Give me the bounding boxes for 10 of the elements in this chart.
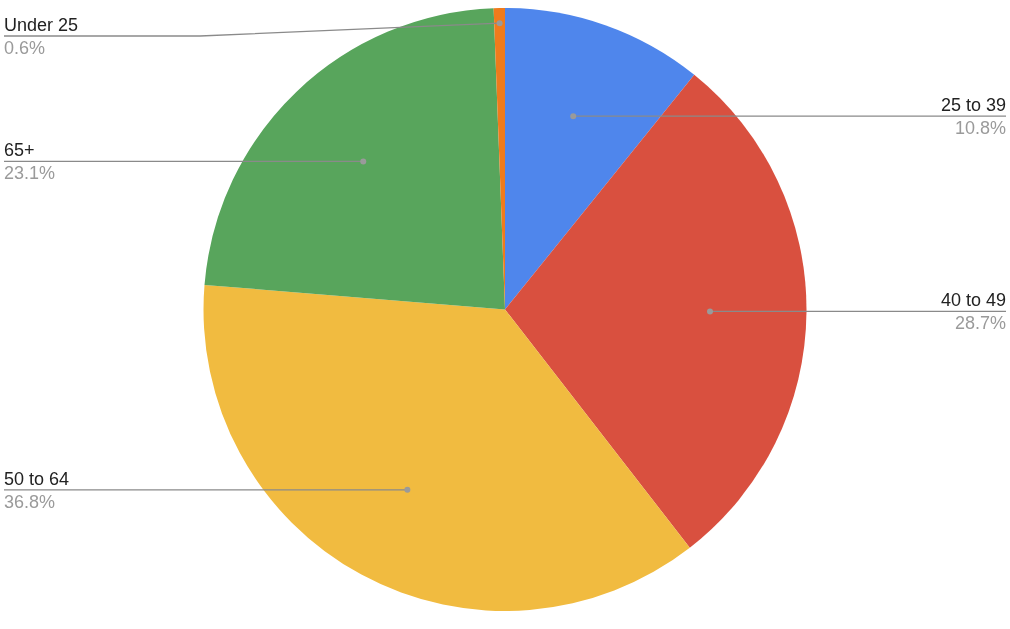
data-label: 0.6% [4,37,46,58]
slice-label: 40 to 49 [940,290,1006,311]
data-label: 23.1% [4,163,56,184]
data-label: 10.8% [954,118,1006,139]
data-label: 28.7% [954,313,1006,334]
slice-label: 25 to 39 [940,95,1006,116]
data-label: 36.8% [4,491,56,512]
slice-label: 50 to 64 [4,468,70,489]
slice-label: 65+ [4,140,35,161]
slice-label: Under 25 [4,15,79,35]
